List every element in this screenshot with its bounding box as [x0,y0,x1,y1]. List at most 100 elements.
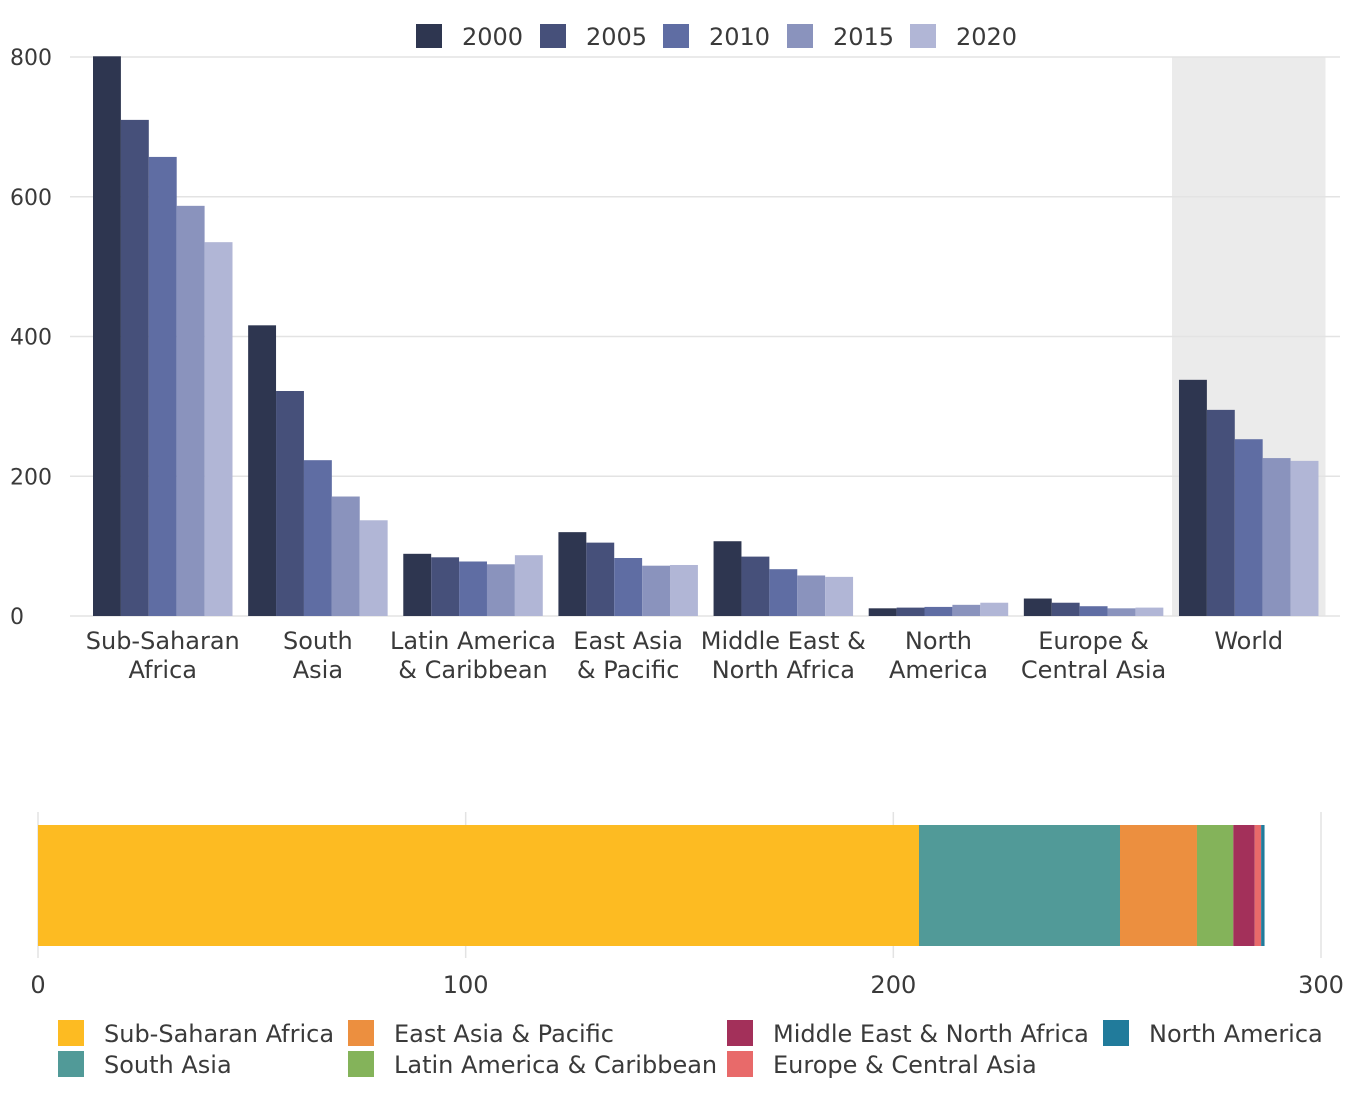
legend-label: South Asia [104,1051,232,1079]
bar-2005-5 [896,607,925,616]
bar-2020-5 [980,602,1009,616]
bar-2005-0 [120,119,149,616]
bar-2015-5 [952,604,981,616]
legend-swatch [663,24,689,48]
legend-swatch [416,24,442,48]
bar-chart-bars [93,56,1319,617]
legend-label: Middle East & North Africa [773,1020,1089,1048]
stacked-chart-bar [38,825,1265,946]
bar-2005-2 [431,557,460,616]
bar-2010-7 [1234,439,1263,616]
bar-2000-7 [1178,379,1207,616]
bar-2015-3 [642,565,671,616]
bar-2015-2 [486,564,515,616]
legend-swatch [348,1020,374,1046]
category-label: & Pacific [577,656,680,684]
y-tick-label: 0 [10,605,24,630]
y-tick-label: 600 [10,186,52,211]
bar-2000-3 [558,532,587,616]
bar-2000-5 [868,608,897,616]
bar-2020-6 [1135,607,1164,616]
bar-2005-3 [586,542,615,616]
category-label: Sub-Saharan [86,627,240,655]
bar-2015-0 [176,205,205,617]
legend-label: East Asia & Pacific [394,1020,614,1048]
legend-swatch [1103,1020,1129,1046]
stacked-chart-x-axis: 0 100 200 300 [30,971,1344,999]
legend-swatch [727,1020,753,1046]
bar-2005-7 [1206,409,1235,616]
y-tick-label: 400 [10,326,52,351]
legend-label: Sub-Saharan Africa [104,1020,334,1048]
segment-5 [1254,825,1262,946]
category-label: East Asia [573,627,683,655]
bar-2020-3 [670,564,698,616]
bar-2010-0 [148,156,177,616]
x-tick-label: 200 [870,971,916,999]
bar-2015-7 [1262,458,1291,616]
legend-swatch [58,1051,84,1077]
x-tick-label: 0 [30,971,45,999]
bar-2005-1 [276,391,304,616]
category-label: Middle East & [701,627,866,655]
y-tick-label: 200 [10,465,52,490]
y-tick-label: 800 [10,46,52,71]
category-label: Central Asia [1021,656,1166,684]
bar-2020-4 [825,576,854,616]
legend-label: 2010 [709,23,770,51]
legend-swatch [348,1051,374,1077]
bar-2000-6 [1023,598,1052,616]
bar-2000-2 [403,553,432,616]
legend-swatch [540,24,566,48]
segment-4 [1233,825,1255,946]
bar-2020-0 [204,242,233,616]
bar-2020-2 [514,555,543,616]
bar-2010-1 [303,460,332,616]
stacked-chart-legend: Sub-Saharan Africa East Asia & Pacific Mid… [58,1020,1323,1079]
x-tick-label: 300 [1298,971,1344,999]
bar-2010-3 [614,558,643,616]
x-tick-label: 100 [443,971,489,999]
category-label: Africa [129,656,197,684]
segment-0 [38,825,919,946]
bar-2010-6 [1079,606,1108,616]
category-label: Latin America [390,627,556,655]
bar-2005-6 [1051,602,1080,616]
legend-label: Latin America & Caribbean [394,1051,717,1079]
category-label: Europe & [1038,627,1149,655]
legend-swatch [787,24,813,48]
segment-3 [1196,825,1234,946]
category-label: & Caribbean [398,656,548,684]
legend-swatch [58,1020,84,1046]
bar-2015-1 [331,496,360,616]
legend-label: 2015 [833,23,894,51]
segment-6 [1261,825,1265,946]
bar-2020-7 [1290,460,1319,616]
category-label: Asia [293,656,343,684]
bar-2010-2 [459,561,487,616]
legend-label: North America [1149,1020,1323,1048]
bar-2010-5 [924,606,953,616]
bar-2010-4 [769,569,798,616]
category-label: North [905,627,972,655]
category-label: North Africa [712,656,855,684]
bar-2020-1 [359,520,388,616]
legend-label: 2005 [586,23,647,51]
bar-2000-4 [713,541,742,616]
segment-2 [1119,825,1197,946]
bar-2005-4 [741,556,770,616]
bar-chart-legend: 2000 2005 2010 2015 2020 [416,23,1017,51]
bar-2000-1 [248,325,277,616]
legend-label: 2020 [956,23,1017,51]
legend-swatch [727,1051,753,1077]
legend-label: 2000 [462,23,523,51]
legend-label: Europe & Central Asia [773,1051,1037,1079]
segment-1 [918,825,1120,946]
bar-2015-6 [1107,608,1136,616]
category-label: America [889,656,988,684]
bar-2000-0 [93,56,121,616]
bar-2015-4 [797,575,826,616]
legend-swatch [910,24,936,48]
